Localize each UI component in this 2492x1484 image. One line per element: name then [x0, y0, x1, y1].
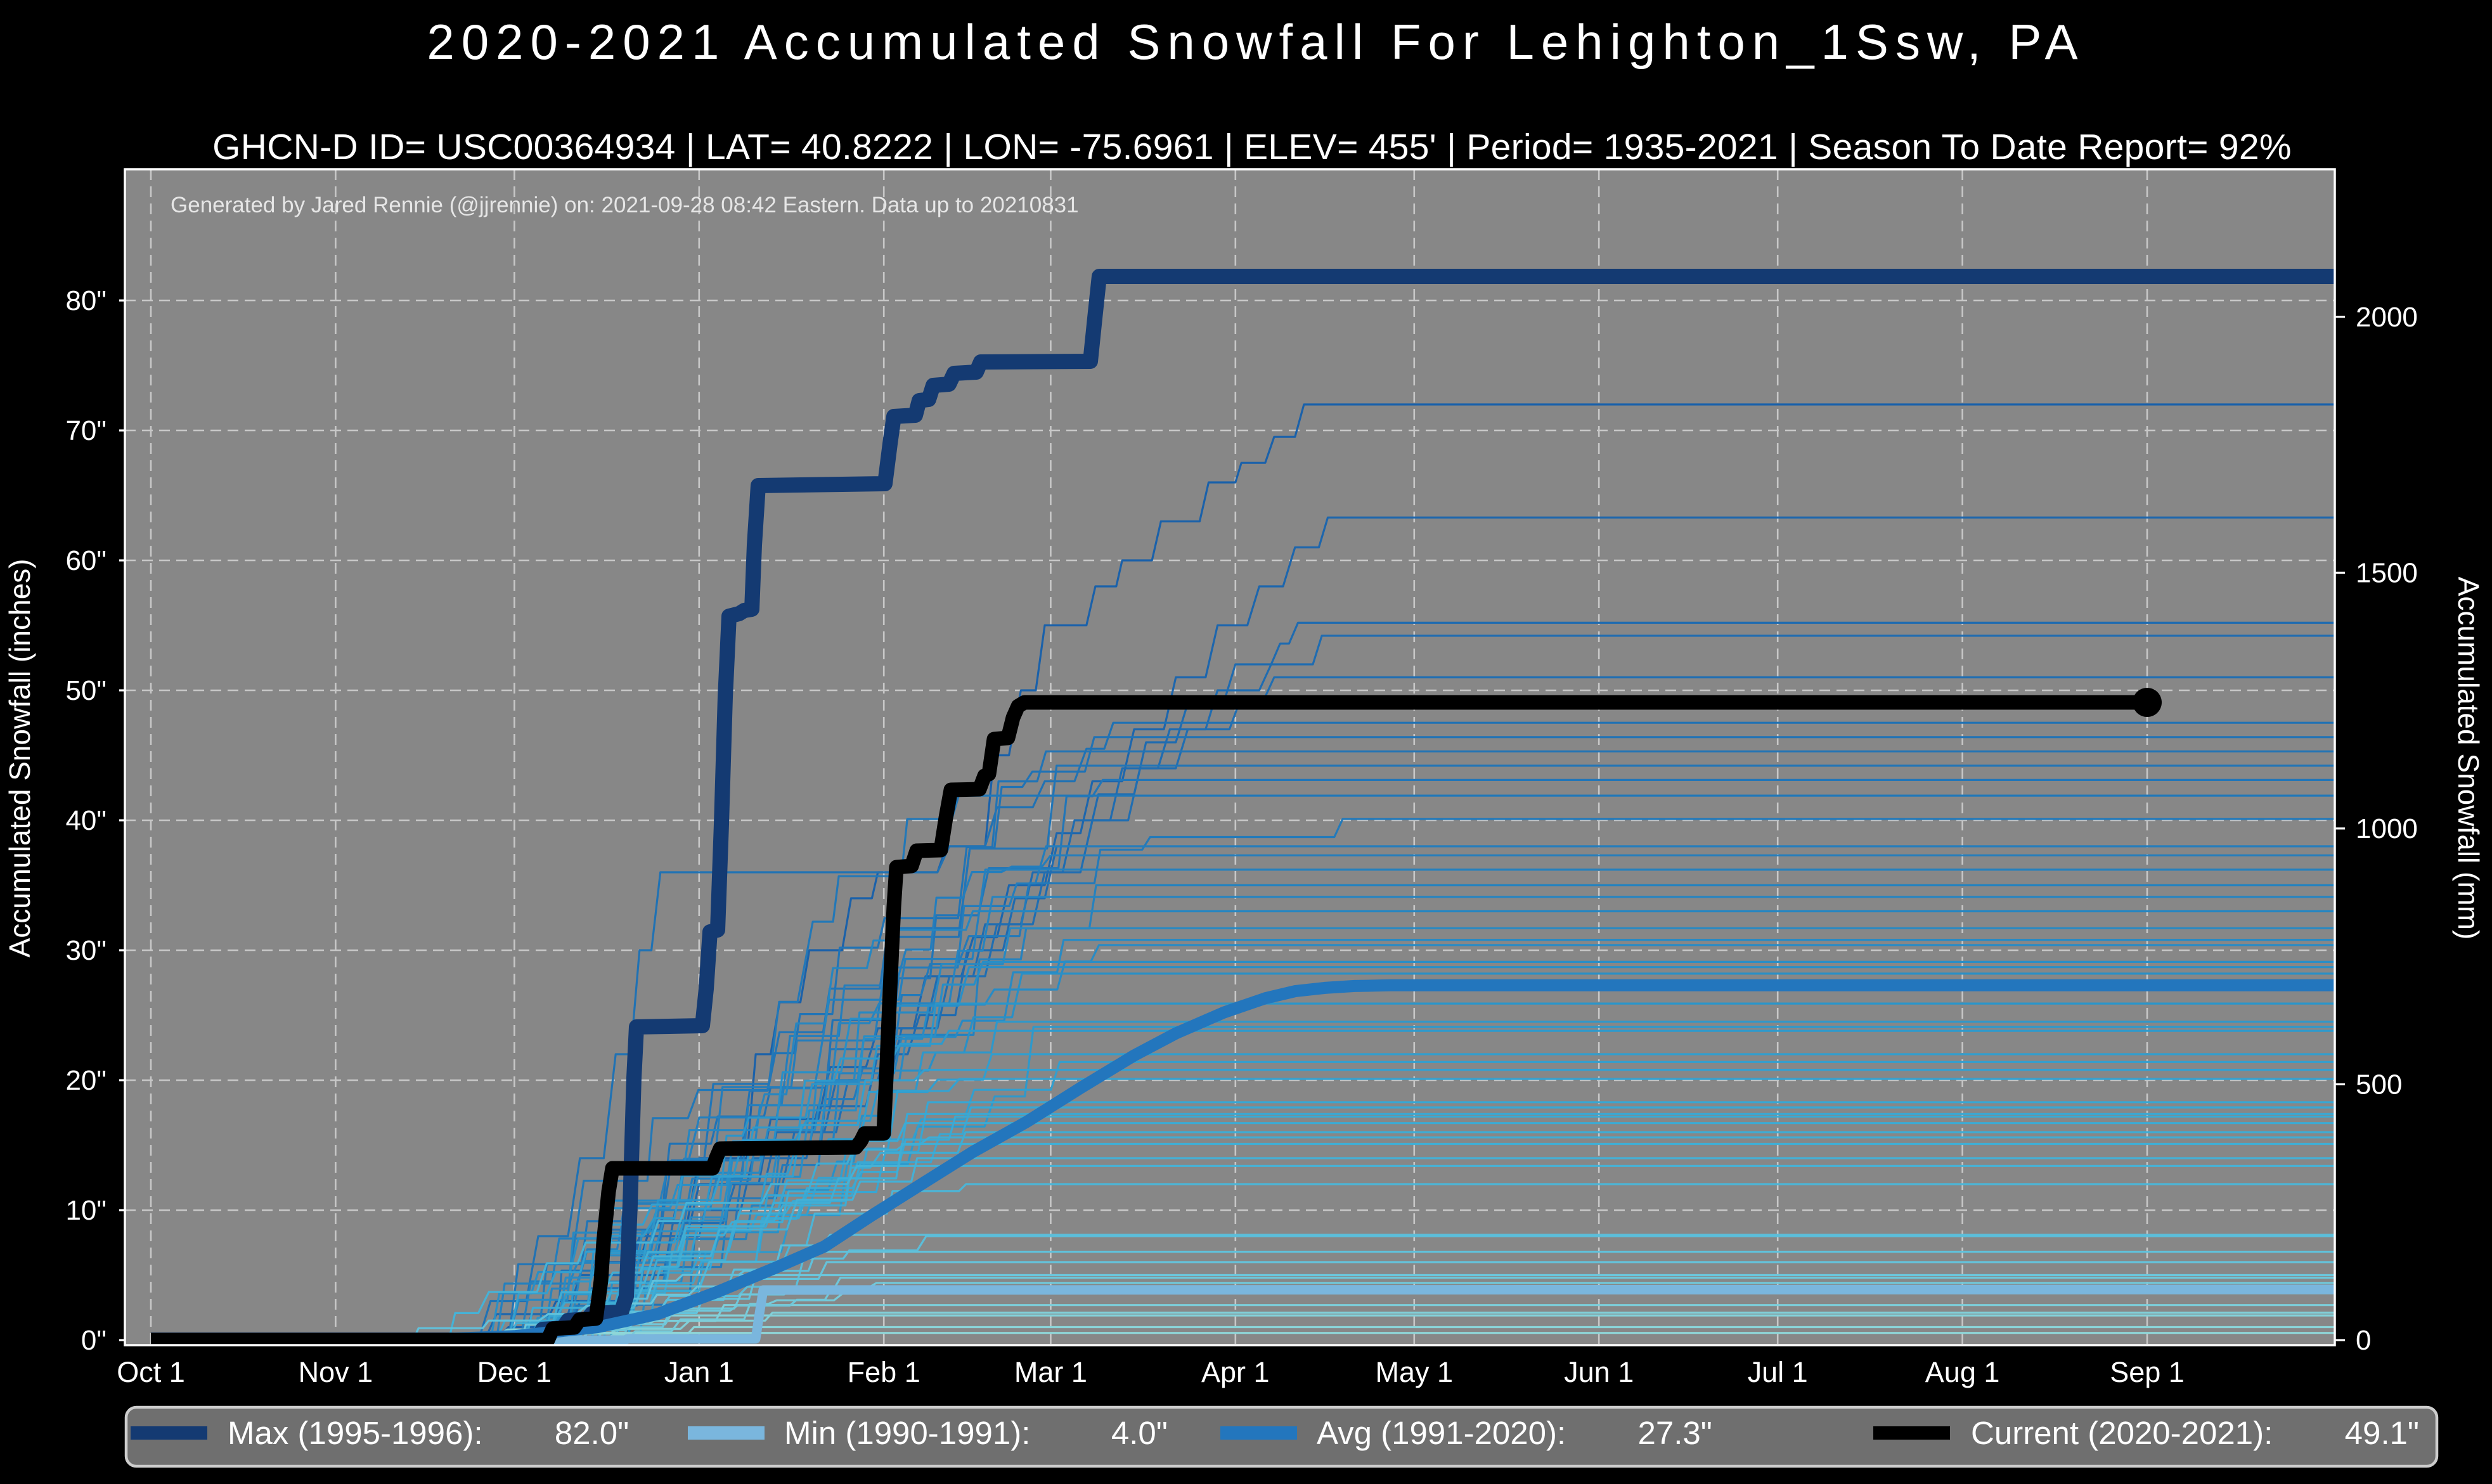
- svg-text:70": 70": [65, 415, 107, 446]
- svg-text:500: 500: [2356, 1069, 2402, 1100]
- svg-text:Nov 1: Nov 1: [299, 1356, 373, 1388]
- svg-text:Apr 1: Apr 1: [1201, 1356, 1270, 1388]
- svg-text:2000: 2000: [2356, 302, 2418, 333]
- svg-text:80": 80": [65, 285, 107, 316]
- svg-text:0": 0": [81, 1325, 107, 1356]
- svg-text:Dec 1: Dec 1: [477, 1356, 552, 1388]
- svg-text:60": 60": [65, 545, 107, 576]
- svg-text:Accumulated Snowfall (inches): Accumulated Snowfall (inches): [3, 559, 36, 958]
- svg-text:2020-2021 Accumulated Snowfall: 2020-2021 Accumulated Snowfall For Lehig…: [427, 14, 2084, 70]
- svg-text:1000: 1000: [2356, 813, 2418, 844]
- svg-text:Generated by Jared Rennie (@jj: Generated by Jared Rennie (@jjrennie) on…: [171, 193, 1079, 217]
- svg-text:Jan 1: Jan 1: [664, 1356, 734, 1388]
- svg-text:Sep 1: Sep 1: [2110, 1356, 2185, 1388]
- svg-text:0: 0: [2356, 1325, 2371, 1356]
- svg-text:40": 40": [65, 805, 107, 836]
- svg-text:Oct 1: Oct 1: [117, 1356, 185, 1388]
- svg-text:Mar 1: Mar 1: [1014, 1356, 1087, 1388]
- svg-text:20": 20": [65, 1065, 107, 1096]
- svg-text:30": 30": [65, 935, 107, 966]
- svg-text:Aug 1: Aug 1: [1925, 1356, 2000, 1388]
- svg-text:10": 10": [65, 1195, 107, 1226]
- svg-text:GHCN-D ID= USC00364934 | LAT=: GHCN-D ID= USC00364934 | LAT= 40.8222 | …: [212, 127, 2292, 167]
- svg-text:Jul 1: Jul 1: [1748, 1356, 1808, 1388]
- svg-text:1500: 1500: [2356, 557, 2418, 588]
- svg-text:Feb 1: Feb 1: [848, 1356, 920, 1388]
- svg-text:Max (1995-1996): 82.0": Max (1995-1996): 82.0": [228, 1415, 629, 1451]
- svg-text:Min (1990-1991): 4.0": Min (1990-1991): 4.0": [784, 1415, 1168, 1451]
- svg-text:Jun 1: Jun 1: [1564, 1356, 1634, 1388]
- svg-text:May 1: May 1: [1376, 1356, 1454, 1388]
- svg-text:Current (2020-2021): 49: Current (2020-2021): 49.1": [1971, 1415, 2419, 1451]
- svg-text:50": 50": [65, 675, 107, 706]
- svg-text:Avg (1991-2020): 27.3": Avg (1991-2020): 27.3": [1317, 1415, 1712, 1451]
- svg-text:Accumulated Snowfall (mm): Accumulated Snowfall (mm): [2452, 577, 2485, 940]
